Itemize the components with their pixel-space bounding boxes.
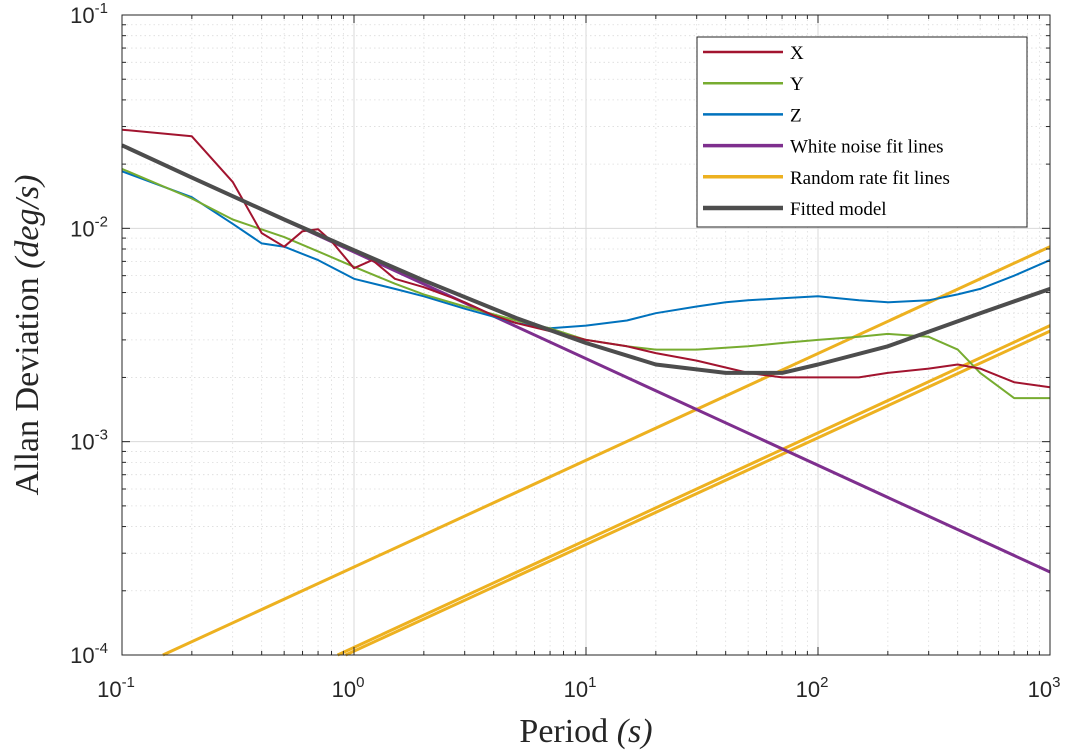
y-axis-label: Allan Deviation (deg/s) — [9, 174, 46, 495]
random-rate-fit-lines-line-1 — [162, 245, 1051, 657]
y-axis-unit: (deg/s) — [9, 174, 46, 268]
x-tick-exponent: 2 — [820, 674, 828, 691]
y-tick-exponent: -4 — [95, 640, 108, 657]
x-tick-base: 10 — [97, 677, 121, 702]
legend-label-fitted-model: Fitted model — [790, 199, 887, 220]
x-tick-label: 102 — [796, 674, 829, 702]
x-tick-label: 10-1 — [97, 674, 135, 702]
y-tick-base: 10 — [70, 430, 94, 455]
legend-label-white-noise-fit-lines: White noise fit lines — [790, 137, 944, 158]
random-rate-fit-lines-line-3 — [344, 329, 1051, 657]
x-tick-base: 10 — [796, 677, 820, 702]
x-tick-exponent: 1 — [588, 674, 596, 691]
legend-box — [696, 36, 1028, 228]
x-axis-label: Period (s) — [519, 713, 652, 750]
x-tick-label: 101 — [564, 674, 597, 702]
y-tick-label: 10-2 — [70, 213, 108, 241]
series-z — [121, 170, 1051, 330]
tick-marks — [121, 14, 1051, 656]
legend-label-x: X — [790, 43, 804, 64]
y-tick-label: 10-3 — [70, 427, 108, 455]
x-tick-base: 10 — [564, 677, 588, 702]
random-rate-fit-lines-line-2 — [336, 324, 1051, 657]
x-tick-base: 10 — [332, 677, 356, 702]
y-tick-exponent: -2 — [95, 213, 108, 230]
legend-label-y: Y — [790, 74, 804, 95]
legend: XYZ White noise fit lines Random rate fit … — [696, 36, 1028, 228]
y-tick-exponent: -3 — [95, 427, 108, 444]
series-x — [121, 128, 1051, 389]
x-tick-label: 103 — [1028, 674, 1061, 702]
y-tick-label: 10-4 — [70, 640, 108, 668]
y-tick-exponent: -1 — [95, 0, 108, 17]
x-tick-exponent: 0 — [356, 674, 364, 691]
x-axis-unit: (s) — [617, 713, 653, 750]
legend-label-z: Z — [790, 105, 802, 126]
series-layer — [121, 128, 1051, 657]
x-tick-label: 100 — [332, 674, 365, 702]
legend-label-random-rate-fit-lines: Random rate fit lines — [790, 168, 950, 189]
x-tick-exponent: 3 — [1052, 674, 1060, 691]
x-tick-exponent: -1 — [122, 674, 135, 691]
y-tick-base: 10 — [70, 3, 94, 28]
x-tick-base: 10 — [1028, 677, 1052, 702]
y-tick-base: 10 — [70, 216, 94, 241]
y-tick-label: 10-1 — [70, 0, 108, 28]
y-tick-base: 10 — [70, 643, 94, 668]
series-fitted-model — [121, 143, 1051, 375]
